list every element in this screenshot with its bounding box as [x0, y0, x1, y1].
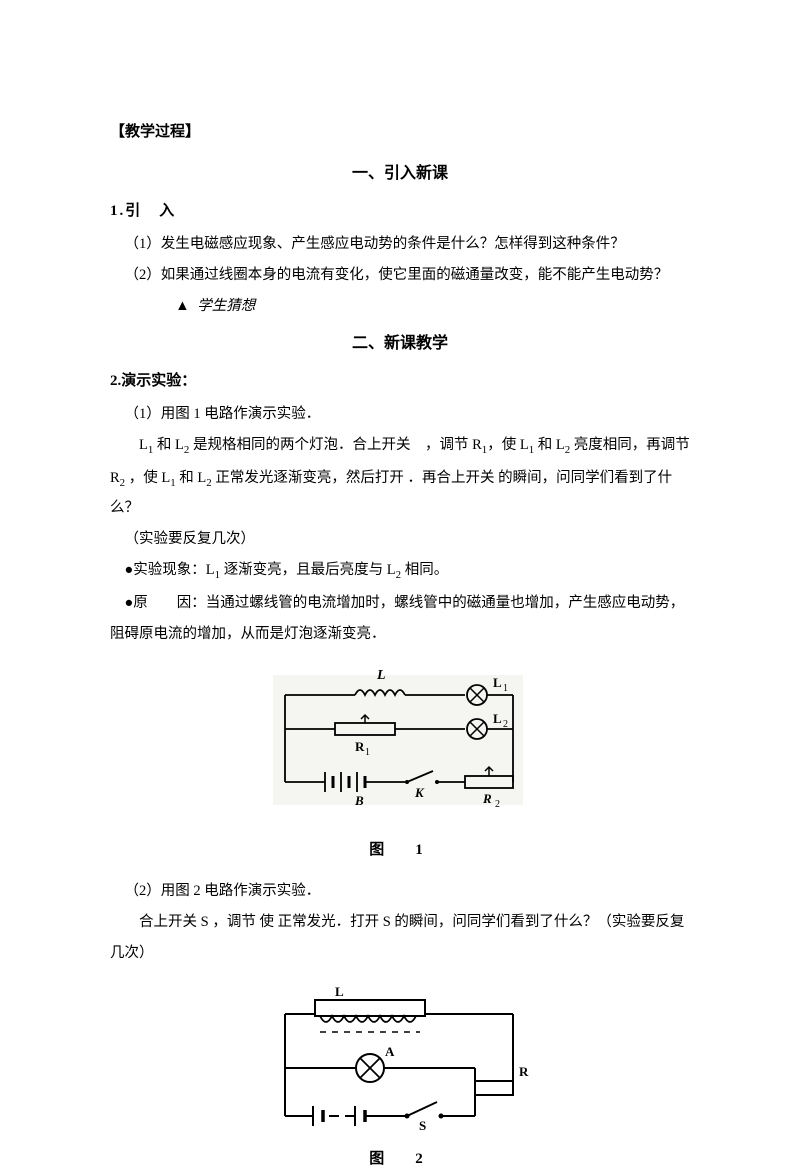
svg-text:A: A	[385, 1044, 395, 1059]
process-header: 【教学过程】	[110, 120, 690, 141]
reason-line1: ●原 因：当通过螺线管的电流增加时，螺线管中的磁通量也增加，产生感应电动势，	[110, 589, 690, 618]
svg-text:R: R	[482, 791, 492, 806]
svg-text:L: L	[493, 711, 502, 726]
phenomenon: ●实验现象：L1 逐渐变亮，且最后亮度与 L2 相同。	[110, 556, 690, 587]
fig2-caption: 图 2	[110, 1147, 690, 1168]
svg-text:L: L	[376, 668, 386, 683]
q2: （2）如果通过线圈本身的电流有变化，使它里面的磁通量改变，能不能产生电动势？	[110, 261, 690, 290]
exp2-intro: （2）用图 2 电路作演示实验．	[110, 877, 690, 906]
exp2-body-line2: 几次）	[110, 939, 690, 968]
exp2-body-line1: 合上开关 S ，调节 使 正常发光．打开 S 的瞬间，问同学们看到了什么？（实验…	[110, 908, 690, 937]
section2-head: 2.演示实验：	[110, 369, 690, 390]
exp1-body-line2: R2 ，使 L1 和 L2 正常发光逐渐变亮，然后打开 ．再合上开关 的瞬间，问…	[110, 464, 690, 524]
guess-text: 学生猜想	[197, 298, 255, 314]
svg-text:1: 1	[503, 683, 508, 694]
circuit-diagram-2: L A R S	[255, 986, 545, 1136]
fig1-caption: 图 1	[110, 838, 690, 859]
svg-text:S: S	[419, 1118, 426, 1133]
reason-line2: 阻碍原电流的增加，从而是灯泡逐渐变亮．	[110, 620, 690, 649]
exp1-body-line3: （实验要反复几次）	[110, 525, 690, 554]
svg-text:2: 2	[495, 799, 500, 810]
figure-2: L A R S 图 2	[110, 986, 690, 1168]
section1-head: 1.引 入	[110, 199, 690, 220]
exp1-intro: （1）用图 1 电路作演示实验．	[110, 400, 690, 429]
section1-title: 一、引入新课	[110, 159, 690, 183]
svg-text:R: R	[519, 1064, 529, 1079]
svg-text:R: R	[355, 739, 365, 754]
svg-text:L: L	[493, 675, 502, 690]
exp1-body-line1: L1 和 L2 是规格相同的两个灯泡．合上开关 ，调节 R1，使 L1 和 L2…	[110, 431, 690, 462]
svg-text:1: 1	[365, 747, 370, 758]
section2-title: 二、新课教学	[110, 329, 690, 353]
triangle-icon: ▲	[175, 298, 189, 314]
student-guess: ▲ 学生猜想	[110, 292, 690, 321]
q1: （1）发生电磁感应现象、产生感应电动势的条件是什么？怎样得到这种条件？	[110, 230, 690, 259]
svg-text:L: L	[335, 986, 344, 999]
figure-1: L L1 R1 L2 B	[110, 667, 690, 859]
svg-text:K: K	[414, 785, 425, 800]
svg-text:B: B	[354, 793, 364, 808]
circuit-diagram-1: L L1 R1 L2 B	[255, 667, 545, 827]
